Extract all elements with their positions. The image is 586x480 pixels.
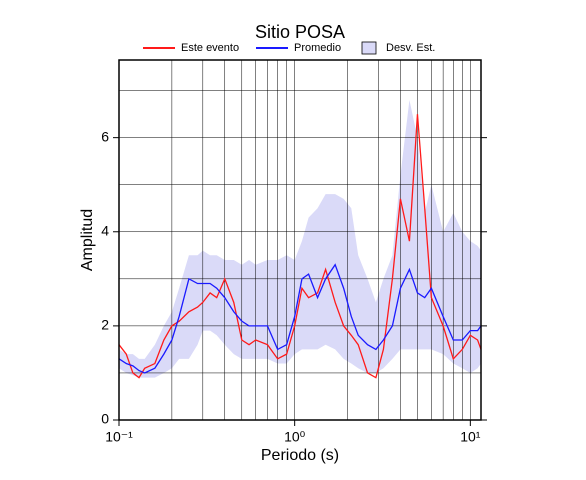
legend-label: Promedio (294, 42, 341, 54)
series-line (118, 114, 482, 379)
y-tick-label: 2 (101, 317, 109, 333)
y-axis-label: Amplitud (79, 209, 96, 271)
y-tick-label: 4 (101, 222, 109, 238)
series-line (118, 263, 482, 374)
legend-label: Desv. Est. (386, 42, 435, 54)
legend-swatch (361, 41, 377, 55)
plot-frame (118, 59, 482, 421)
std-band (119, 100, 481, 378)
x-tick-label: 10¹ (460, 429, 481, 445)
y-tick-label: 6 (101, 128, 109, 144)
x-tick-label: 10⁻¹ (105, 429, 133, 445)
x-tick-label: 10⁰ (284, 429, 306, 445)
legend-label: Este evento (181, 42, 239, 54)
y-tick-label: 0 (101, 411, 109, 427)
chart-title: Sitio POSA (255, 22, 345, 42)
x-axis-label: Periodo (s) (261, 447, 339, 464)
